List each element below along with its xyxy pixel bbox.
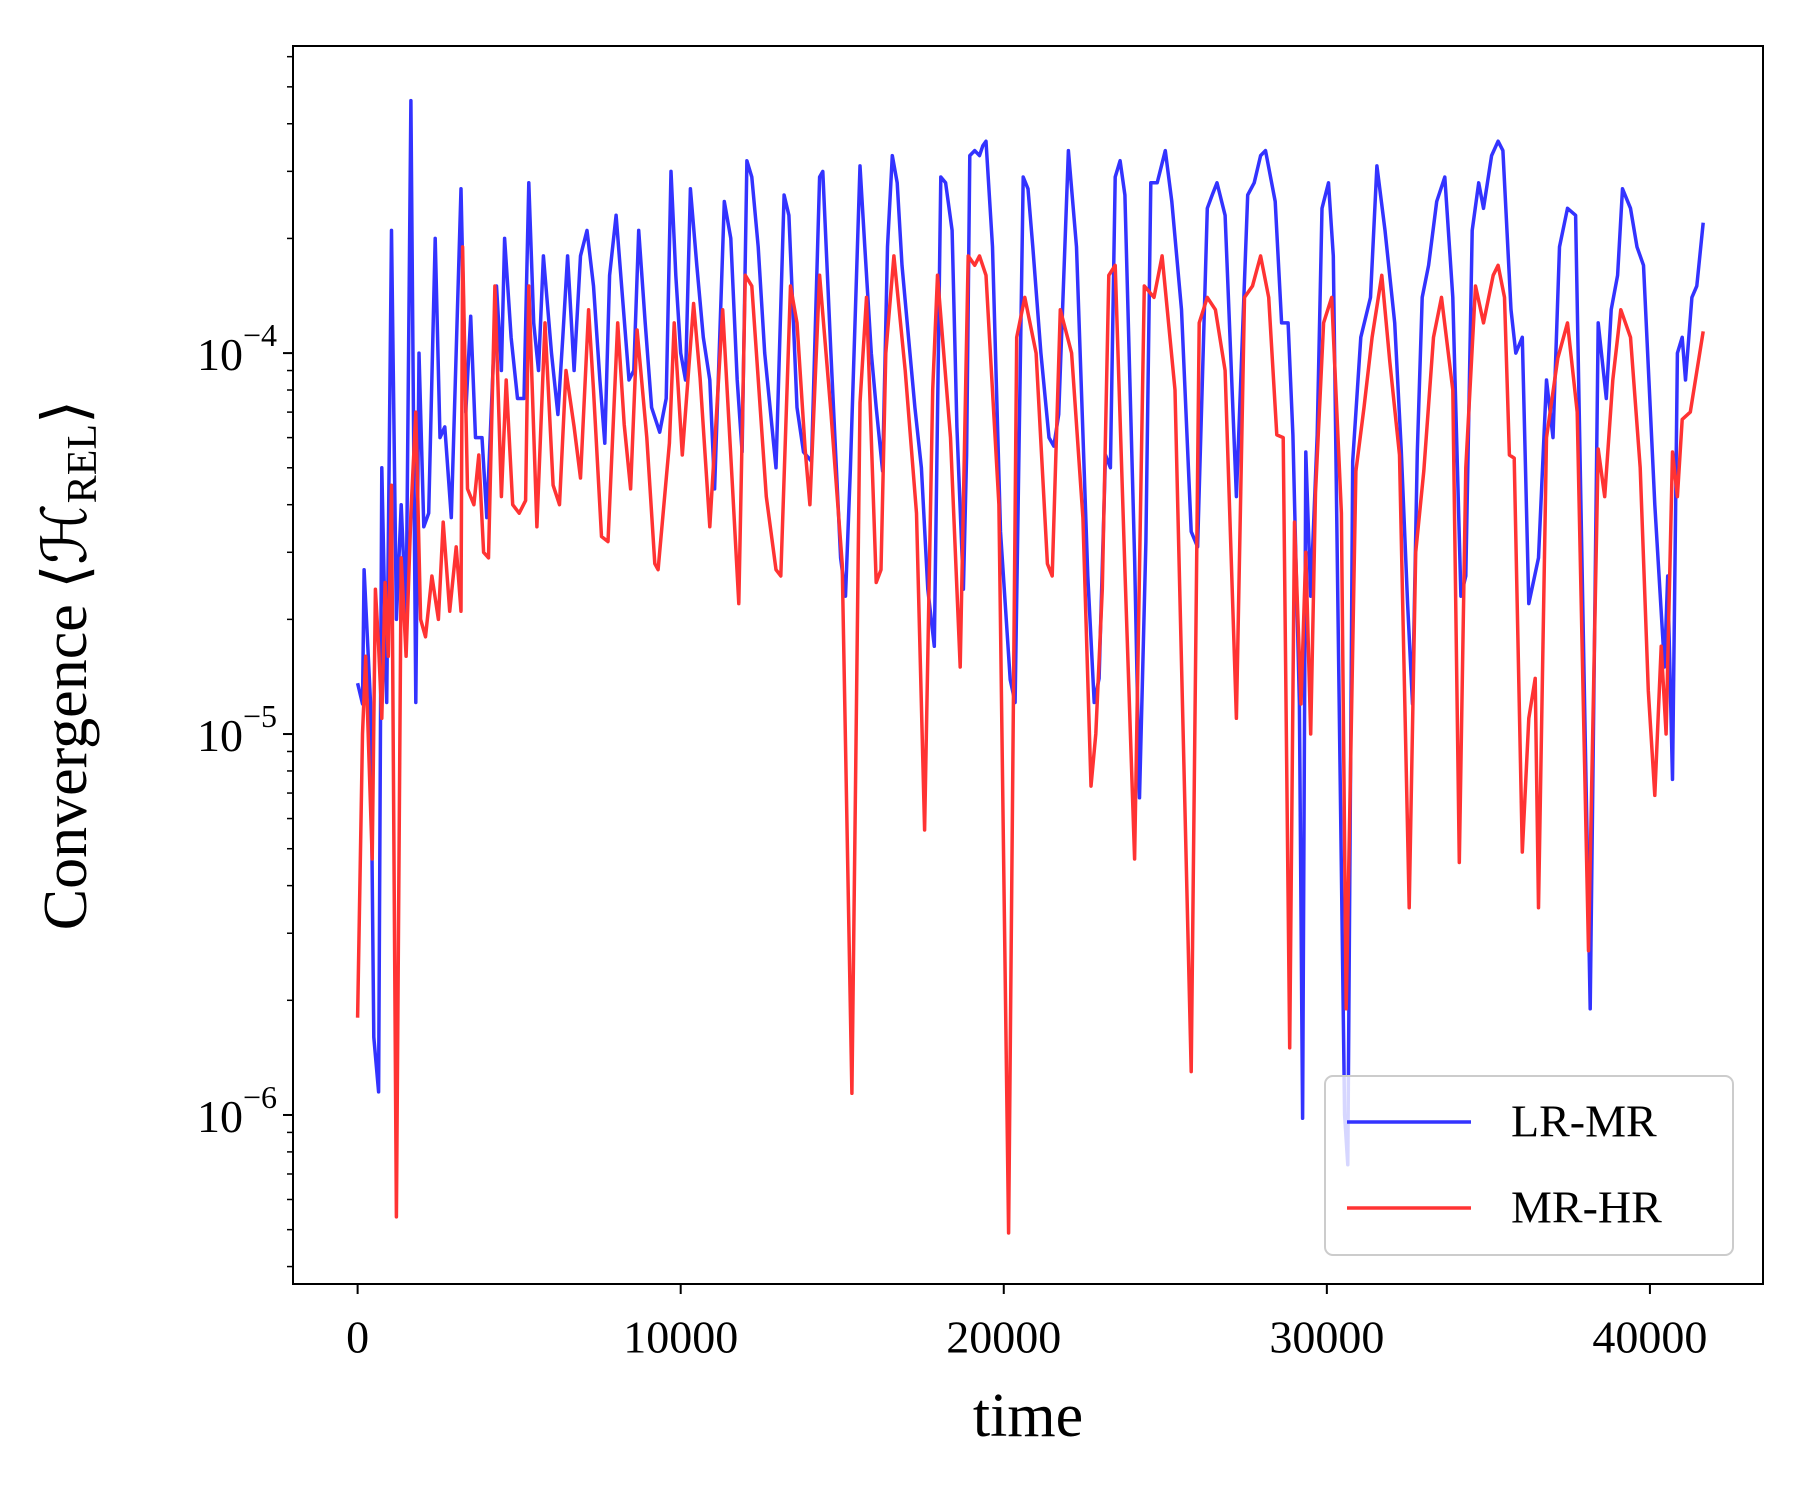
y-tick-exponent: −6: [243, 1079, 277, 1115]
legend-label: LR-MR: [1511, 1096, 1657, 1147]
x-axis-label: time: [973, 1382, 1083, 1450]
x-tick-label: 0: [346, 1312, 369, 1363]
plot-frame: [292, 45, 1764, 1285]
y-tick-label: 10−5: [197, 698, 277, 760]
series-line: [355, 245, 1705, 1235]
y-tick-base: 10: [197, 710, 243, 761]
series-line: [355, 98, 1705, 1167]
y-tick-label: 10−6: [197, 1079, 277, 1141]
x-tick-label: 30000: [1269, 1312, 1384, 1363]
y-tick-label: 10−4: [197, 317, 277, 379]
y-axis-label-sub: REL: [60, 424, 106, 503]
y-axis-label-main: Convergence ⟨ℋ: [32, 503, 100, 930]
y-tick-exponent: −5: [243, 698, 277, 734]
legend-label: MR-HR: [1511, 1182, 1662, 1233]
y-tick-base: 10: [197, 1091, 243, 1142]
x-tick-label: 40000: [1592, 1312, 1707, 1363]
y-tick-exponent: −4: [243, 317, 277, 353]
y-axis-label: Convergence ⟨ℋREL⟩: [32, 400, 105, 930]
x-tick-label: 20000: [946, 1312, 1061, 1363]
y-axis-label-close: ⟩: [32, 400, 100, 424]
y-tick-base: 10: [197, 329, 243, 380]
x-tick-label: 10000: [623, 1312, 738, 1363]
